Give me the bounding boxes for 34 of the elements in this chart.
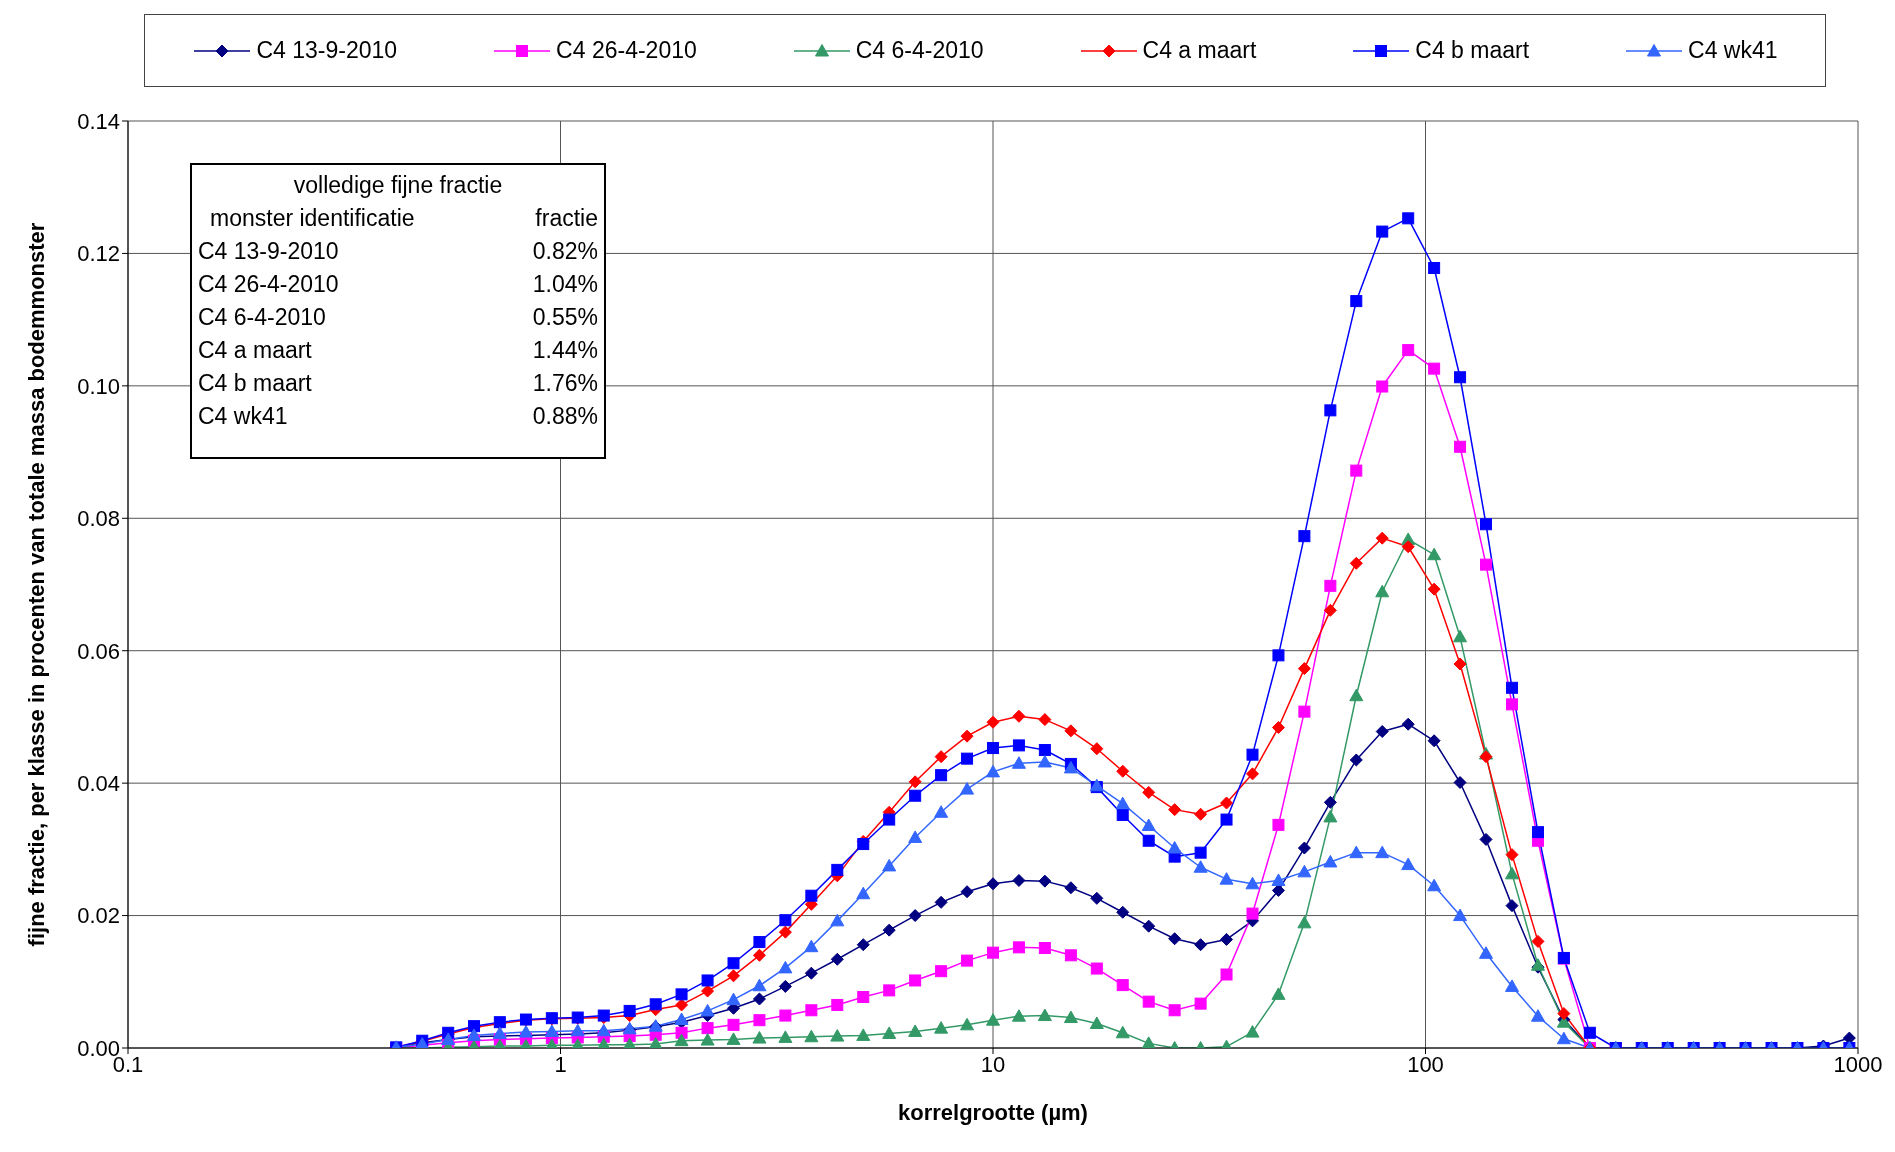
annotation: volledige fijne fractie bbox=[292, 171, 504, 200]
annotation: C4 26-4-2010 bbox=[198, 270, 340, 299]
annotation: 1.44% bbox=[532, 336, 598, 365]
annotation: 1.04% bbox=[532, 270, 598, 299]
annotation: 0.88% bbox=[532, 402, 598, 431]
legend-label: C4 26-4-2010 bbox=[556, 37, 697, 64]
annotation: C4 13-9-2010 bbox=[198, 237, 340, 266]
x-tick-label: 1000 bbox=[1833, 1051, 1883, 1077]
x-tick-label: 1 bbox=[554, 1051, 567, 1077]
y-tick-label: 0.08 bbox=[77, 506, 120, 532]
y-axis-title: fijne fractie, per klasse in procenten van totale massa bodemmonster bbox=[23, 222, 49, 947]
annotation: 1.76% bbox=[532, 369, 598, 398]
x-axis-title: korrelgrootte (µm) bbox=[898, 1100, 1088, 1125]
annotation: C4 wk41 bbox=[198, 402, 289, 431]
y-tick-label: 0.10 bbox=[77, 373, 120, 399]
annotation: 0.55% bbox=[532, 303, 598, 332]
annotation: 0.82% bbox=[532, 237, 598, 266]
legend-label: C4 a maart bbox=[1142, 37, 1257, 64]
legend-label: C4 6-4-2010 bbox=[855, 37, 984, 64]
x-tick-label: 100 bbox=[1407, 1051, 1444, 1077]
y-tick-label: 0.02 bbox=[77, 903, 120, 929]
y-tick-label: 0.04 bbox=[77, 770, 120, 796]
annotation: fractie bbox=[534, 204, 598, 233]
annotation: monster identificatie bbox=[209, 204, 416, 233]
legend-label: C4 13-9-2010 bbox=[256, 37, 398, 64]
annotation: C4 6-4-2010 bbox=[198, 303, 327, 332]
legend-label: C4 wk41 bbox=[1688, 37, 1778, 64]
annotation: C4 b maart bbox=[198, 369, 313, 398]
x-tick-label: 10 bbox=[980, 1051, 1006, 1077]
y-tick-label: 0.06 bbox=[77, 638, 120, 664]
annotation: C4 a maart bbox=[198, 336, 313, 365]
legend-label: C4 b maart bbox=[1415, 37, 1530, 64]
y-tick-label: 0.12 bbox=[77, 241, 120, 267]
y-tick-label: 0.14 bbox=[77, 108, 120, 134]
